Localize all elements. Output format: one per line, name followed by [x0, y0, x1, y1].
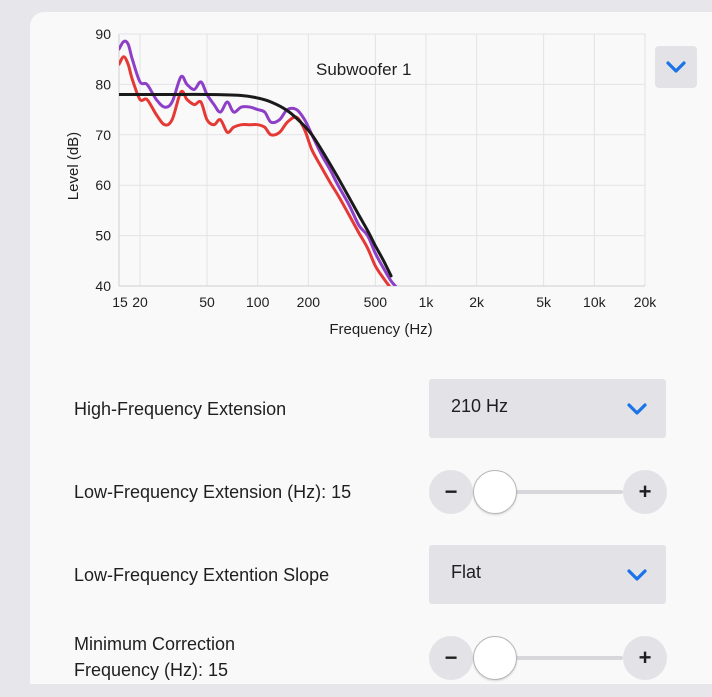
x-tick-label: 15	[112, 294, 128, 310]
y-tick-label: 50	[95, 228, 111, 244]
x-tick-label: 10k	[583, 294, 607, 310]
series-line-2	[119, 55, 392, 286]
x-tick-label: 2k	[469, 294, 485, 310]
chart-ticks: 15 20 50 100 200 500 1k 2k 5k 10k 20k 40 50 60 70 80 90	[95, 26, 657, 310]
lf-extension-stepper: − +	[429, 470, 667, 514]
x-tick-label: 50	[199, 294, 215, 310]
y-tick-label: 70	[95, 127, 111, 143]
series-line-1	[119, 39, 398, 286]
lf-extension-label: Low-Frequency Extension (Hz): 15	[74, 482, 352, 502]
min-correction-minus-button[interactable]: −	[429, 636, 473, 680]
min-correction-stepper: − +	[429, 636, 667, 680]
chart-series-layer	[119, 39, 398, 286]
lf-slope-select[interactable]: Flat	[429, 545, 666, 604]
y-tick-label: 60	[95, 177, 111, 193]
lf-extension-minus-button[interactable]: −	[429, 470, 473, 514]
chevron-down-icon	[666, 61, 686, 73]
lf-extension-plus-button[interactable]: +	[623, 470, 667, 514]
min-correction-label-line2: Frequency (Hz): 15	[74, 660, 229, 680]
bottom-scroll-strip	[0, 684, 712, 697]
chart-grid	[118, 33, 646, 287]
frequency-response-chart: 15 20 50 100 200 500 1k 2k 5k 10k 20k405060708090 …	[65, 26, 657, 338]
hf-extension-select[interactable]: 210 Hz	[429, 379, 666, 438]
y-axis-label: Level (dB)	[65, 132, 82, 200]
chevron-down-icon	[627, 403, 647, 415]
y-tick-label: 80	[95, 76, 111, 92]
hf-extension-label: High-Frequency Extension	[74, 399, 287, 419]
x-tick-label: 1k	[419, 294, 435, 310]
x-tick-label: 20k	[634, 294, 658, 310]
x-tick-label: 100	[246, 294, 270, 310]
expand-chart-button[interactable]	[655, 46, 697, 88]
x-tick-label: 500	[364, 294, 388, 310]
series-line-3	[119, 92, 393, 278]
min-correction-track[interactable]	[473, 656, 623, 660]
hf-extension-value: 210 Hz	[451, 396, 509, 416]
x-tick-label: 200	[297, 294, 321, 310]
min-correction-label-line1: Minimum Correction	[74, 634, 236, 654]
y-tick-label: 40	[95, 278, 111, 294]
lf-extension-track[interactable]	[473, 490, 623, 494]
chevron-down-icon	[627, 569, 647, 581]
lf-extension-slider-thumb[interactable]	[473, 470, 517, 514]
chart-title: Subwoofer 1	[316, 60, 411, 79]
x-tick-label: 20	[132, 294, 148, 310]
min-correction-plus-button[interactable]: +	[623, 636, 667, 680]
lf-slope-label: Low-Frequency Extention Slope	[74, 565, 330, 585]
x-tick-label: 5k	[536, 294, 552, 310]
min-correction-slider-thumb[interactable]	[473, 636, 517, 680]
lf-slope-value: Flat	[451, 562, 482, 582]
x-axis-label: Frequency (Hz)	[329, 321, 432, 338]
y-tick-label: 90	[95, 26, 111, 42]
